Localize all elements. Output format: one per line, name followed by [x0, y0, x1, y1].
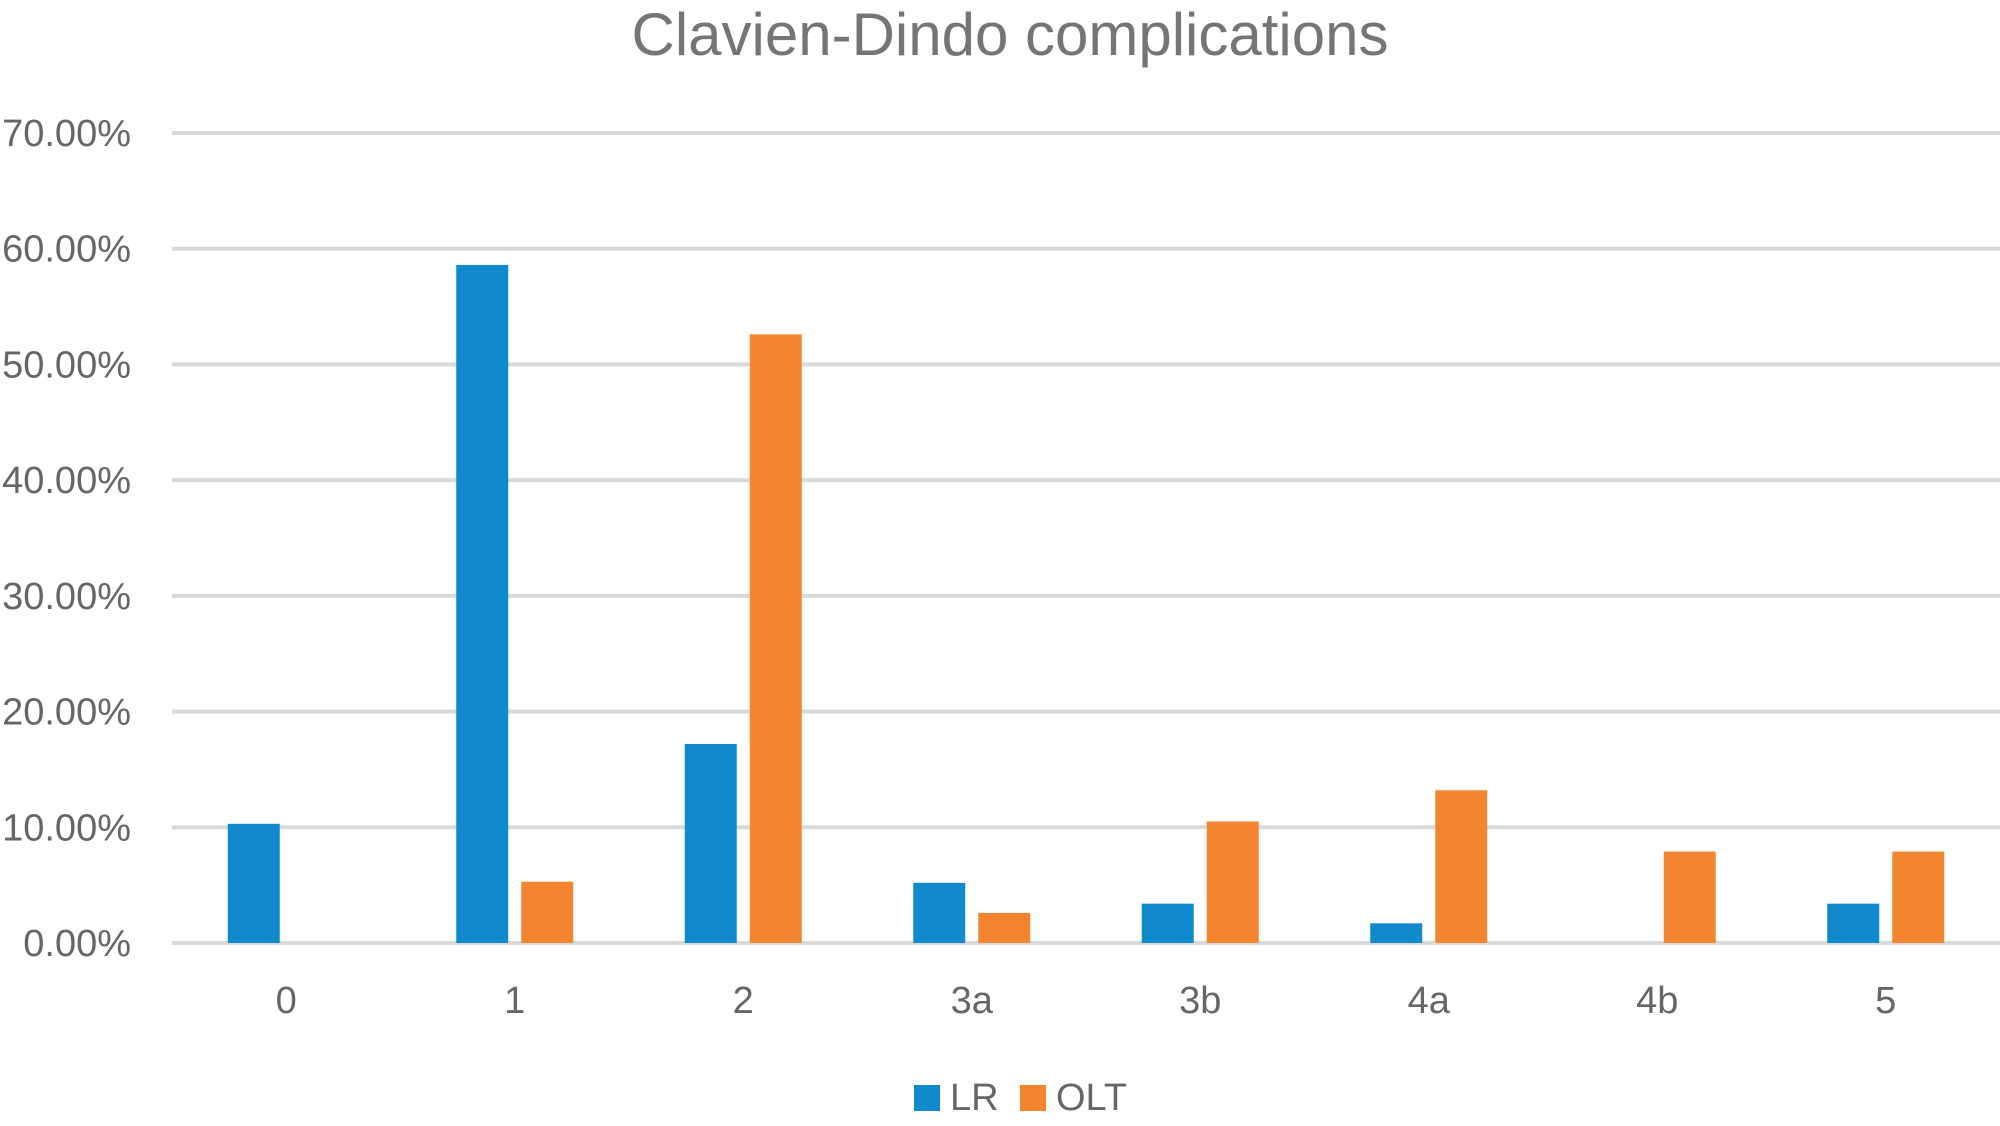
- bar-olt-4b: [1663, 851, 1716, 943]
- bar-olt-2: [749, 334, 802, 943]
- bar-lr-1: [456, 264, 509, 943]
- bar-lr-2: [684, 743, 737, 943]
- bar-olt-3b: [1206, 821, 1259, 943]
- x-axis-ticks: 0 1 2 3a 3b 4a 4b 5: [276, 980, 1897, 1022]
- bar-olt-4a: [1435, 790, 1488, 943]
- gridlines: [172, 131, 2000, 945]
- x-tick-label: 3a: [951, 980, 994, 1022]
- y-axis-ticks: 0.00% 10.00% 20.00% 30.00% 40.00% 50.00% 60.00…: [2, 113, 131, 965]
- legend-swatch-lr: [914, 1085, 940, 1111]
- bar-olt-3a: [978, 912, 1031, 943]
- chart-title: Clavien-Dindo complications: [631, 1, 1388, 68]
- bar-lr-4a: [1370, 923, 1423, 943]
- x-tick-label: 3b: [1179, 980, 1221, 1022]
- bar-olt-5: [1892, 851, 1945, 943]
- x-tick-label: 5: [1875, 980, 1896, 1022]
- x-tick-label: 2: [733, 980, 754, 1022]
- y-tick-label: 10.00%: [2, 807, 131, 849]
- legend-label-olt: OLT: [1056, 1077, 1127, 1119]
- y-tick-label: 40.00%: [2, 460, 131, 502]
- y-tick-label: 50.00%: [2, 344, 131, 386]
- bar-lr-0: [227, 823, 280, 943]
- x-tick-label: 1: [504, 980, 525, 1022]
- y-tick-label: 0.00%: [23, 923, 131, 965]
- x-tick-label: 4a: [1408, 980, 1451, 1022]
- x-tick-label: 0: [276, 980, 297, 1022]
- bars: [227, 264, 1945, 943]
- y-tick-label: 20.00%: [2, 692, 131, 734]
- x-tick-label: 4b: [1636, 980, 1678, 1022]
- legend-swatch-olt: [1020, 1085, 1046, 1111]
- bar-olt-1: [521, 881, 574, 943]
- y-tick-label: 70.00%: [2, 113, 131, 155]
- y-tick-label: 60.00%: [2, 229, 131, 271]
- y-tick-label: 30.00%: [2, 576, 131, 618]
- legend-label-lr: LR: [950, 1077, 999, 1119]
- bar-lr-3b: [1141, 903, 1194, 943]
- bar-lr-3a: [913, 882, 966, 943]
- legend: LR OLT: [914, 1077, 1127, 1119]
- bar-lr-5: [1827, 903, 1880, 943]
